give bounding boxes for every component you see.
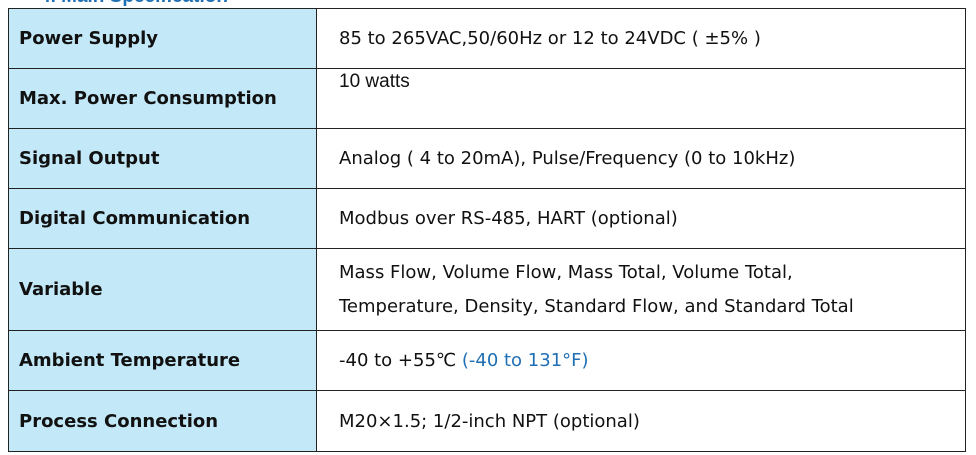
heading: 4. Main Specification (40, 0, 228, 8)
row-label: Digital Communication (8, 188, 317, 249)
row-value: 85 to 265VAC,50/60Hz or 12 to 24VDC ( ±5… (316, 8, 966, 69)
value-text: M20×1.5; 1/2-inch NPT (optional) (339, 410, 640, 432)
row-value: Analog ( 4 to 20mA), Pulse/Frequency (0 … (316, 128, 966, 189)
row-value: 10 watts (316, 68, 966, 129)
value-note: (-40 to 131°F) (461, 350, 589, 371)
value-text: -40 to +55℃ (339, 350, 457, 371)
row-label: Variable (8, 248, 317, 331)
row-value: Modbus over RS-485, HART (optional) (316, 188, 966, 249)
row-label: Process Connection (8, 390, 317, 452)
value-text: Modbus over RS-485, HART (optional) (339, 208, 678, 229)
row-value: M20×1.5; 1/2-inch NPT (optional) (316, 390, 966, 452)
value-line: Temperature, Density, Standard Flow, and… (339, 295, 854, 317)
value-line: -40 to +55℃ (-40 to 131°F) (339, 350, 965, 371)
value-text: 85 to 265VAC,50/60Hz or 12 to 24VDC ( ±5… (339, 28, 761, 49)
row-label: Signal Output (8, 128, 317, 189)
value-line: Mass Flow, Volume Flow, Mass Total, Volu… (339, 261, 793, 283)
row-label: Max. Power Consumption (8, 68, 317, 129)
row-label: Ambient Temperature (8, 330, 317, 391)
row-value: Mass Flow, Volume Flow, Mass Total, Volu… (316, 248, 966, 331)
value-text: 10 watts (339, 71, 410, 92)
value-text: Analog ( 4 to 20mA), Pulse/Frequency (0 … (339, 148, 796, 169)
row-label: Power Supply (8, 8, 317, 69)
row-value: -40 to +55℃ (-40 to 131°F) (316, 330, 966, 391)
